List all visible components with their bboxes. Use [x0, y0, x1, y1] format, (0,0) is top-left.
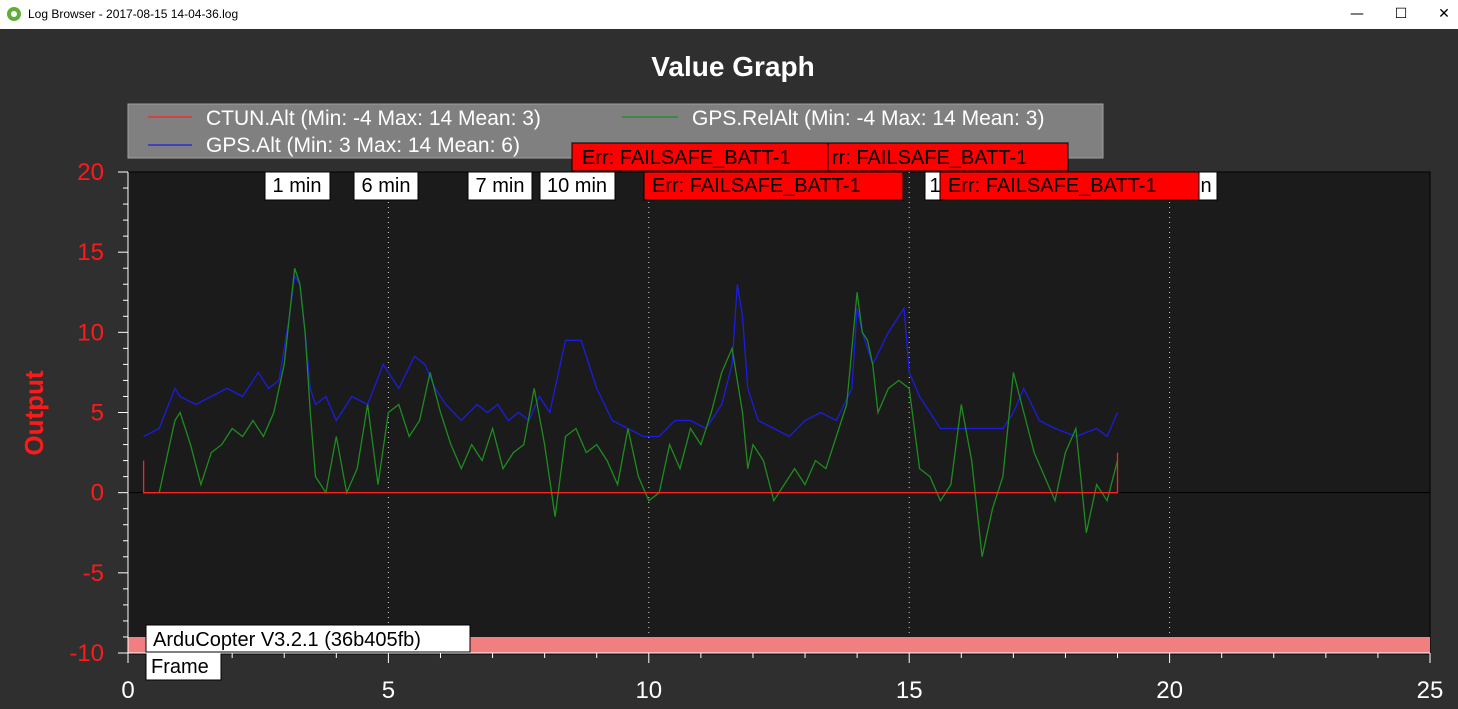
maximize-button[interactable]: ☐ — [1394, 6, 1408, 22]
frame-label-frame: Frame — [151, 656, 209, 678]
value-graph-chart[interactable]: Value Graph CTUN.Alt (Min: -4 Max: 14 Me… — [0, 29, 1458, 709]
y-tick-label: 15 — [77, 239, 104, 266]
y-axis-label: Output — [19, 370, 49, 456]
x-tick-label: 10 — [635, 677, 662, 704]
error-label: Err: FAILSAFE_BATT-1 — [652, 175, 861, 197]
event-label: 1 — [929, 175, 940, 197]
error-label: rr: FAILSAFE_BATT-1 — [832, 147, 1027, 169]
event-label: n — [1200, 175, 1211, 197]
window-title: Log Browser - 2017-08-15 14-04-36.log — [28, 7, 239, 21]
event-label: 6 min — [362, 175, 411, 197]
error-label-box — [827, 142, 1069, 172]
x-tick-label: 20 — [1156, 677, 1183, 704]
y-tick-label: -10 — [69, 640, 104, 667]
close-button[interactable]: ✕ — [1438, 6, 1450, 22]
x-tick-label: 5 — [382, 677, 395, 704]
y-tick-label: 20 — [77, 159, 104, 186]
event-label: 1 min — [273, 175, 322, 197]
event-label-box — [353, 171, 419, 201]
chart-title: Value Graph — [651, 51, 814, 82]
error-label: Err: FAILSAFE_BATT-1 — [948, 175, 1157, 197]
frame-label-box — [145, 652, 222, 681]
series-group — [142, 267, 1119, 557]
series-line-gps-alt — [143, 274, 1119, 438]
x-tick-label: 0 — [121, 677, 134, 704]
event-labels: 1 min 6 min 7 min 10 min 1 n Err: FAILSA… — [264, 142, 1218, 201]
y-tick-label: 5 — [91, 400, 104, 427]
event-label: 7 min — [476, 175, 525, 197]
x-tick-label: 15 — [896, 677, 923, 704]
error-label-box — [939, 171, 1200, 201]
plot-area[interactable] — [127, 171, 1431, 655]
series-line-gps-relalt — [143, 267, 1119, 557]
frame-label-box — [145, 624, 471, 653]
axes: -10 -5 0 5 10 15 20 0 5 10 15 20 25 — [69, 159, 1443, 704]
legend-entry-ctun-alt: CTUN.Alt (Min: -4 Max: 14 Mean: 3) — [206, 107, 541, 130]
window-titlebar: Log Browser - 2017-08-15 14-04-36.log — … — [0, 0, 1458, 29]
x-tick-label: 25 — [1417, 677, 1444, 704]
series-line-ctun-alt — [142, 452, 1119, 494]
error-label: Err: FAILSAFE_BATT-1 — [582, 147, 791, 169]
y-tick-label: 10 — [77, 319, 104, 346]
y-tick-label: 0 — [91, 480, 104, 507]
event-label: 10 min — [547, 175, 607, 197]
error-label-box — [643, 171, 904, 201]
frame-label-version: ArduCopter V3.2.1 (36b405fb) — [153, 629, 421, 651]
app-logo-icon — [7, 7, 21, 21]
y-tick-label: -5 — [83, 560, 104, 587]
event-label-box — [539, 171, 616, 201]
legend-entry-gps-alt: GPS.Alt (Min: 3 Max: 14 Mean: 6) — [206, 134, 520, 157]
legend-entry-gps-relalt: GPS.RelAlt (Min: -4 Max: 14 Mean: 3) — [692, 107, 1044, 130]
minimize-button[interactable]: — — [1350, 6, 1364, 22]
event-label-box — [467, 171, 533, 201]
event-label-box — [264, 171, 331, 201]
